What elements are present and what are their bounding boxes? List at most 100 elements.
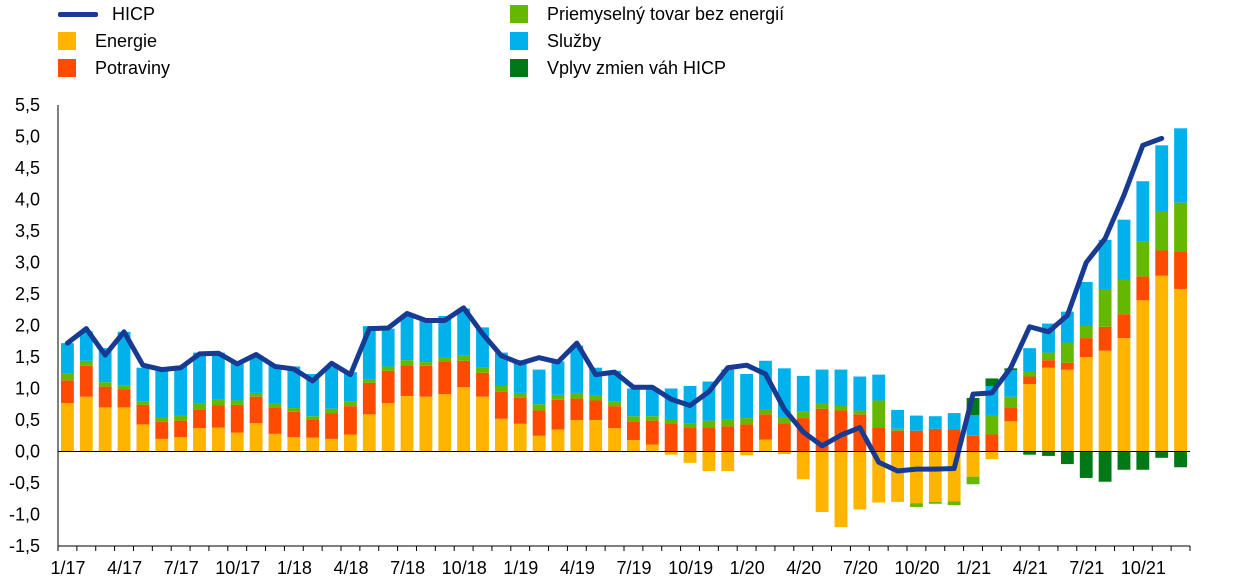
hicp-line [64, 135, 1165, 474]
bar-weights [1079, 451, 1093, 478]
bar-services [740, 374, 754, 419]
bar-goods [759, 409, 772, 415]
bar-energy [985, 451, 999, 460]
x-tick-label: 7/19 [616, 558, 651, 578]
bar-services [98, 348, 112, 383]
bar-food [419, 365, 433, 397]
bar-services [928, 416, 942, 429]
bar-food [1136, 276, 1150, 301]
axes: 5,5 5,0 4,5 4,0 3,5 3,0 2,5 2,0 1,5 1,0 0,5 0,0 -0,5… [9, 95, 1191, 578]
bar-food [136, 404, 150, 425]
bar-goods [381, 366, 395, 371]
bar-energy [306, 437, 320, 452]
bar-food [664, 423, 678, 452]
bar-food [645, 420, 659, 445]
legend-label-hicp: HICP [112, 3, 156, 24]
bar-services [268, 365, 282, 404]
bar-goods [268, 403, 282, 408]
bar-food [551, 399, 565, 430]
x-tick-label: 4/20 [786, 558, 821, 578]
bar-food [1117, 314, 1131, 339]
bar-goods [419, 362, 433, 366]
bar-goods [1155, 211, 1169, 251]
bar-goods [796, 411, 810, 419]
bar-services [910, 415, 923, 431]
bar-goods [155, 417, 169, 422]
bar-goods [551, 394, 565, 400]
bar-food [400, 365, 414, 397]
bar-goods [645, 416, 659, 421]
bar-goods [947, 501, 961, 506]
y-tick-label: 1,5 [15, 347, 40, 367]
legend-swatch-services [510, 32, 528, 50]
legend-label-food: Potraviny [95, 57, 171, 78]
legend-swatch-energy [58, 32, 76, 50]
x-tick-label: 1/21 [956, 558, 991, 578]
bar-food [230, 404, 244, 433]
bar-services [1117, 219, 1131, 280]
bar-energy [1098, 350, 1112, 452]
bar-services [155, 369, 169, 418]
bar-services [1079, 282, 1093, 326]
bar-food [438, 361, 452, 395]
bar-energy [193, 428, 206, 452]
bar-food [98, 386, 112, 408]
bar-goods [457, 355, 471, 361]
bar-food [759, 414, 772, 440]
bar-weights [1174, 451, 1187, 468]
bar-goods [928, 501, 942, 504]
x-tick-label: 1/17 [50, 558, 85, 578]
bar-services [627, 388, 640, 417]
bar-energy [362, 414, 376, 452]
bar-food [872, 427, 886, 452]
bar-food [249, 396, 263, 424]
bar-energy [249, 423, 263, 452]
bar-food [777, 423, 791, 452]
y-tick-label: 5,5 [15, 95, 40, 115]
bar-energy [815, 451, 829, 512]
bar-goods [79, 360, 93, 366]
bar-goods [910, 503, 923, 507]
bar-goods [721, 419, 735, 427]
bar-energy [211, 427, 225, 452]
bar-energy [532, 435, 546, 452]
bar-food [740, 424, 754, 452]
bar-food [494, 391, 508, 419]
bar-goods [136, 401, 150, 405]
bar-food [570, 398, 584, 420]
legend-item-goods: Priemyselný tovar bez energií [510, 1, 784, 27]
bar-services [1023, 348, 1037, 372]
bar-food [117, 389, 131, 408]
bar-energy [457, 387, 471, 452]
bar-goods [966, 476, 980, 485]
bar-goods [325, 408, 338, 414]
legend-label-weights: Vplyv zmien váh HICP [547, 57, 727, 78]
bar-goods [249, 392, 263, 397]
bar-food [193, 409, 206, 429]
bar-energy [1004, 421, 1018, 452]
bar-goods [1174, 202, 1187, 252]
bar-goods [985, 414, 999, 435]
y-tick-label: 3,5 [15, 221, 40, 241]
legend-label-services: Služby [547, 30, 602, 51]
bar-services [664, 388, 678, 420]
bar-food [211, 405, 225, 428]
bar-services [532, 369, 546, 405]
bar-services [230, 363, 244, 401]
bar-energy [268, 433, 282, 452]
bar-weights [1136, 451, 1150, 470]
bar-goods [1023, 371, 1037, 377]
bar-energy [325, 438, 338, 452]
bar-food [1079, 338, 1093, 357]
bar-services [796, 375, 810, 412]
y-tick-label: 5,0 [15, 127, 40, 147]
bar-services [381, 328, 395, 367]
bar-energy [174, 437, 188, 452]
bar-services [551, 361, 565, 395]
bar-services [117, 331, 131, 386]
bar-goods [61, 373, 74, 381]
bar-goods [211, 399, 225, 406]
x-tick-label: 1/19 [503, 558, 538, 578]
bar-food [79, 365, 93, 397]
bar-energy [513, 423, 527, 452]
